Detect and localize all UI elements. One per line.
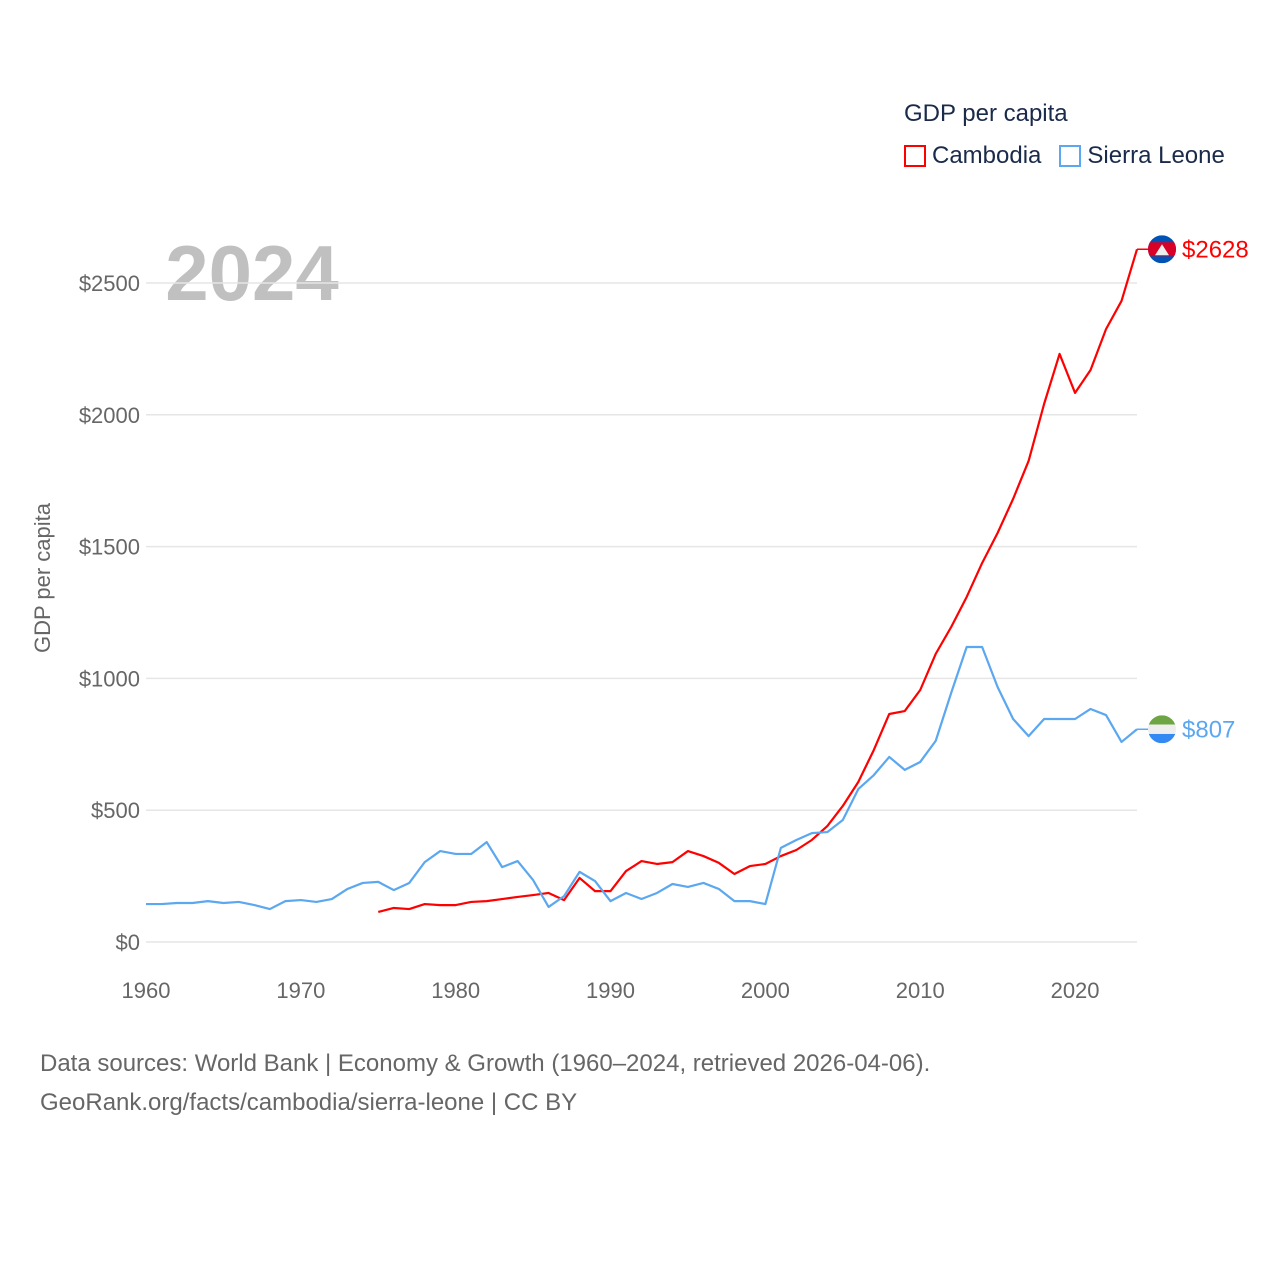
legend-swatch-sierra-leone bbox=[1059, 145, 1082, 167]
flag-stripe bbox=[1148, 733, 1176, 744]
legend: Cambodia Sierra Leone bbox=[904, 142, 1225, 170]
legend-swatch-cambodia bbox=[904, 145, 926, 167]
flag-temple bbox=[1155, 244, 1169, 256]
y-axis-label: GDP per capita bbox=[30, 502, 55, 653]
x-tick-label: 1960 bbox=[122, 978, 171, 1003]
y-tick-label: $0 bbox=[116, 930, 140, 955]
flag-body bbox=[1148, 715, 1176, 744]
series-line-cambodia bbox=[377, 248, 1139, 914]
legend-item-sierra-leone[interactable]: Sierra Leone bbox=[1059, 142, 1225, 170]
x-tick-label: 2010 bbox=[896, 978, 945, 1003]
y-tick-label: $1500 bbox=[79, 535, 140, 560]
legend-title: GDP per capita bbox=[904, 100, 1068, 127]
x-tick-label: 2000 bbox=[741, 978, 790, 1003]
end-value-label: $2628 bbox=[1182, 236, 1249, 263]
x-tick-label: 1990 bbox=[586, 978, 635, 1003]
year-watermark: 2024 bbox=[165, 229, 339, 317]
legend-label: Cambodia bbox=[932, 142, 1042, 169]
y-tick-label: $1000 bbox=[79, 666, 140, 691]
flag-sierra-leone-icon bbox=[1148, 715, 1176, 744]
end-value-label: $807 bbox=[1182, 716, 1235, 743]
footer-sources: Data sources: World Bank | Economy & Gro… bbox=[40, 1050, 931, 1077]
y-tick-label: $2000 bbox=[79, 403, 140, 428]
series-line-sierra-leone bbox=[146, 645, 1138, 911]
flag-body bbox=[1148, 235, 1176, 264]
flag-stripe bbox=[1148, 715, 1176, 725]
footer: Data sources: World Bank | Economy & Gro… bbox=[40, 1044, 930, 1122]
y-tick-label: $500 bbox=[91, 798, 140, 823]
flag-stripe bbox=[1148, 724, 1176, 734]
x-tick-label: 2020 bbox=[1051, 978, 1100, 1003]
x-tick-label: 1980 bbox=[431, 978, 480, 1003]
y-tick-label: $2500 bbox=[79, 271, 140, 296]
legend-label: Sierra Leone bbox=[1087, 142, 1225, 169]
legend-item-cambodia[interactable]: Cambodia bbox=[904, 142, 1041, 170]
flag-cambodia-icon bbox=[1148, 235, 1176, 264]
x-tick-label: 1970 bbox=[276, 978, 325, 1003]
footer-link[interactable]: GeoRank.org/facts/cambodia/sierra-leone … bbox=[40, 1089, 578, 1116]
